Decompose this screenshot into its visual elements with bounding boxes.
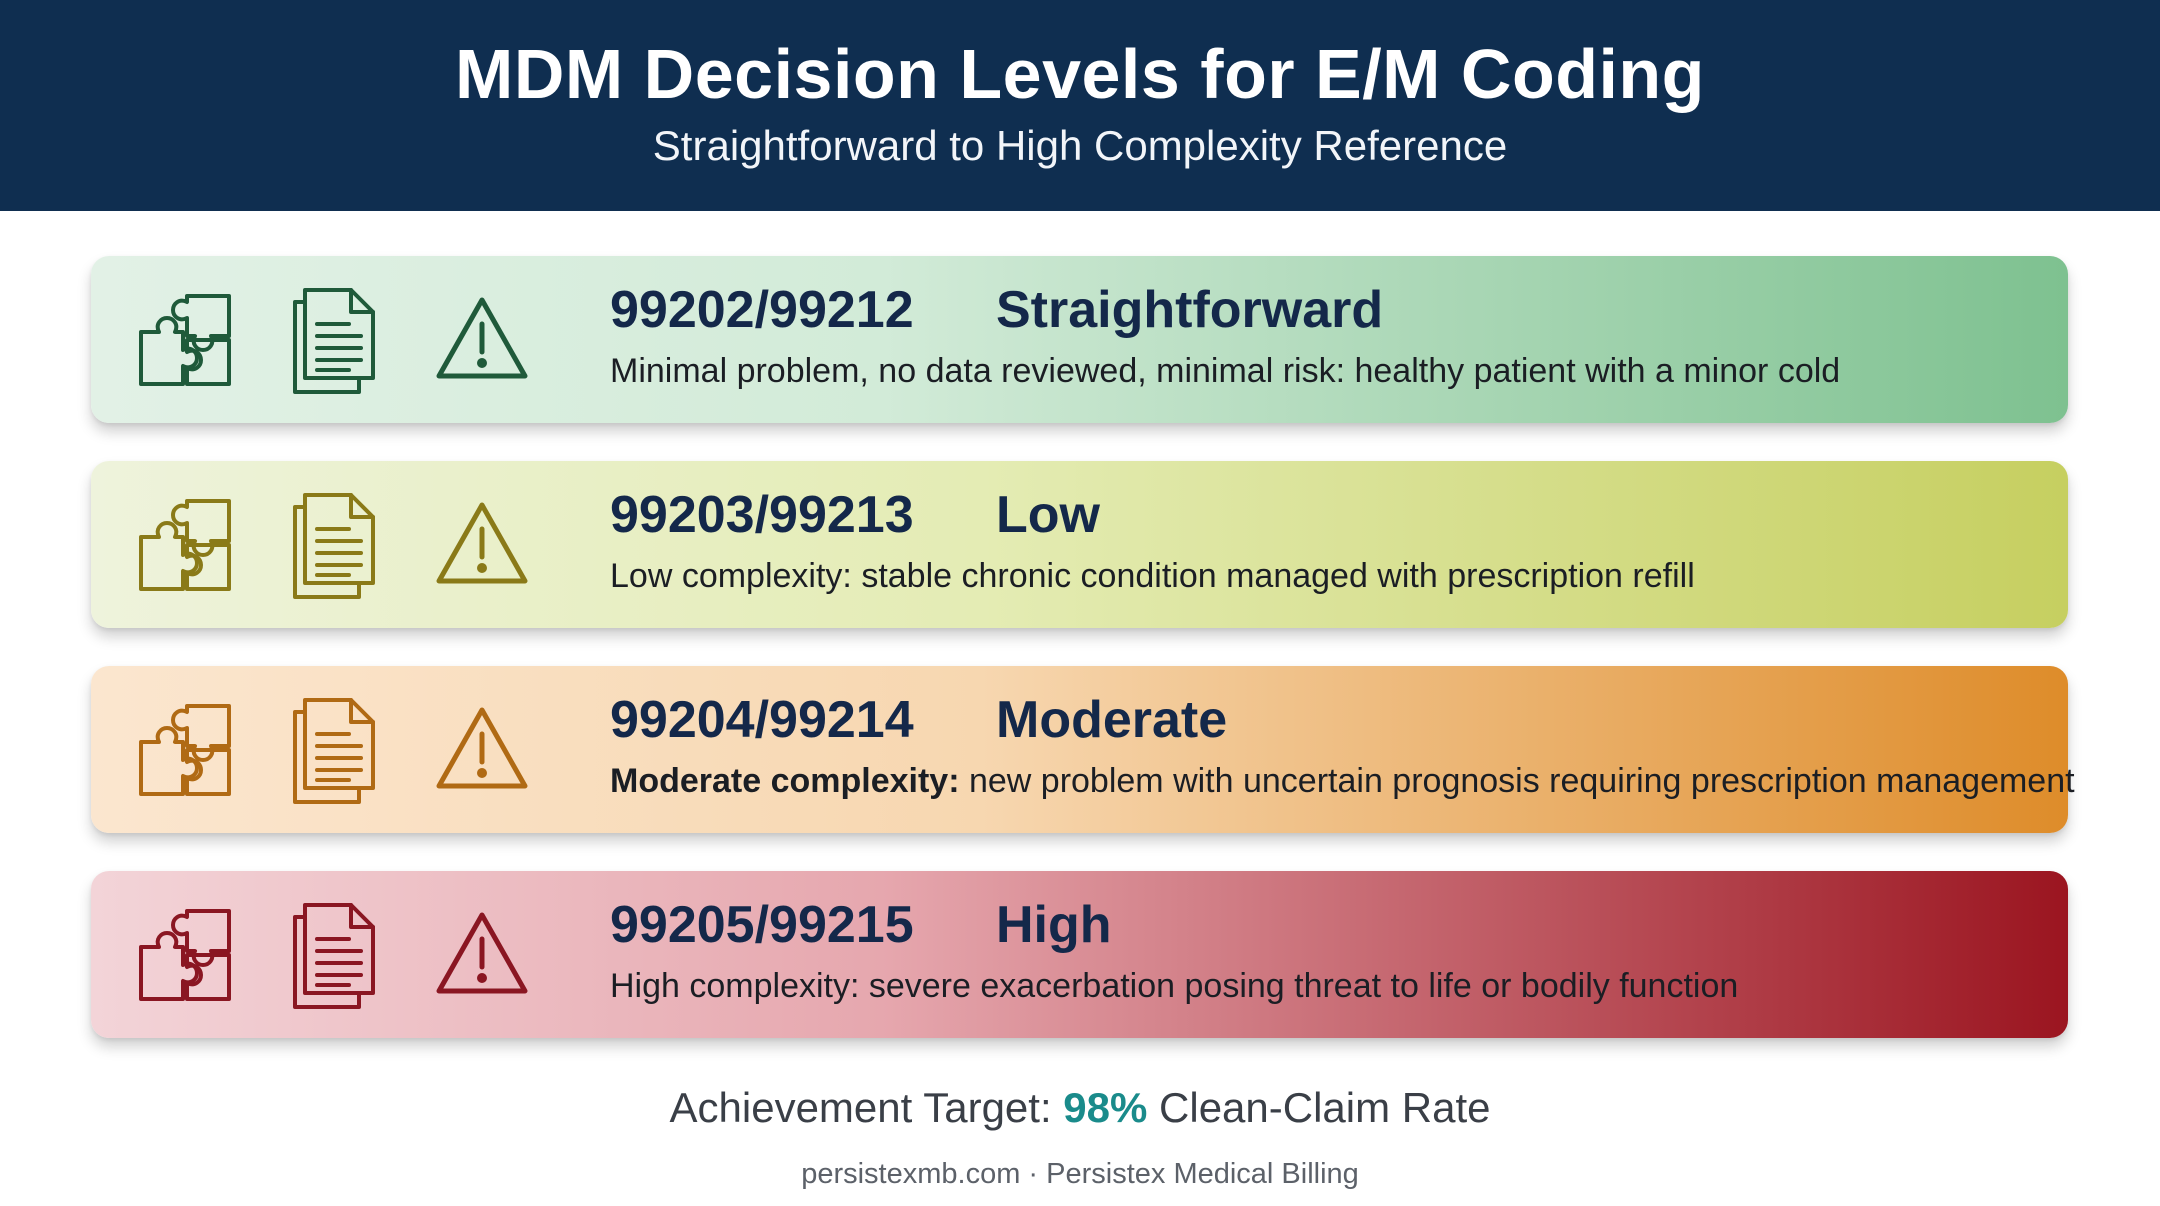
level-description: High complexity: severe exacerbation pos… [610, 967, 1739, 1005]
cpt-codes: 99205/99215 [610, 896, 914, 954]
page-subtitle: Straightforward to High Complexity Refer… [652, 122, 1508, 169]
achievement-target: Achievement Target: 98% Clean-Claim Rate [669, 1084, 1491, 1131]
mdm-row-moderate: 99204/99214 Moderate Moderate complexity… [91, 666, 2075, 833]
header-banner: MDM Decision Levels for E/M Coding Strai… [0, 0, 2160, 211]
puzzle-icon [137, 907, 233, 1003]
mdm-row-high: 99205/99215 High High complexity: severe… [91, 871, 2068, 1038]
document-icon [289, 288, 377, 394]
puzzle-icon [137, 702, 233, 798]
warning-icon [435, 911, 529, 997]
warning-icon [435, 501, 529, 587]
complexity-level: Low [996, 486, 1100, 544]
complexity-level: High [996, 896, 1112, 954]
puzzle-icon [137, 497, 233, 593]
level-description: Low complexity: stable chronic condition… [610, 557, 1695, 595]
cpt-codes: 99203/99213 [610, 486, 914, 544]
warning-icon [435, 706, 529, 792]
mdm-row-straightforward: 99202/99212 Straightforward Minimal prob… [91, 256, 2068, 423]
mdm-row-low: 99203/99213 Low Low complexity: stable c… [91, 461, 2068, 628]
document-icon [289, 493, 377, 599]
document-icon [289, 698, 377, 804]
puzzle-icon [137, 292, 233, 388]
document-icon [289, 903, 377, 1009]
complexity-level: Moderate [996, 691, 1228, 749]
complexity-level: Straightforward [996, 281, 1384, 339]
cpt-codes: 99204/99214 [610, 691, 914, 749]
cpt-codes: 99202/99212 [610, 281, 914, 339]
warning-icon [435, 296, 529, 382]
footer-credit: persistexmb.com · Persistex Medical Bill… [801, 1158, 1359, 1190]
level-description: Moderate complexity: new problem with un… [610, 762, 2075, 800]
level-description: Minimal problem, no data reviewed, minim… [610, 352, 1841, 390]
page-title: MDM Decision Levels for E/M Coding [455, 35, 1705, 113]
mdm-level-list: 99202/99212 Straightforward Minimal prob… [91, 256, 2075, 1076]
target-percentage: 98% [1063, 1084, 1148, 1131]
